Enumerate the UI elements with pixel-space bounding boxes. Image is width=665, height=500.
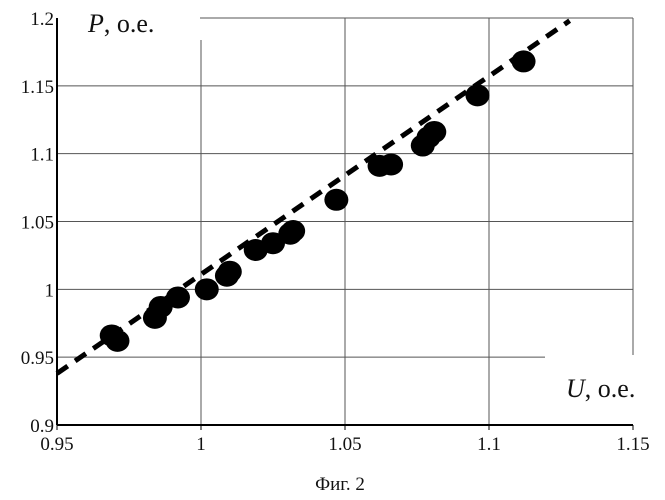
y-tick-label: 1.05	[21, 213, 54, 234]
data-point	[105, 330, 129, 352]
y-tick-label: 1.2	[30, 9, 54, 30]
data-point	[166, 286, 190, 308]
fit-line-layer	[57, 21, 570, 374]
tick-labels: 0.9511.051.11.150.90.9511.051.11.151.2	[21, 9, 650, 455]
x-tick-label: 0.95	[40, 434, 73, 455]
y-tick-label: 1.15	[21, 77, 54, 98]
data-point	[281, 220, 305, 242]
x-tick-label: 1.1	[477, 434, 501, 455]
fit-line	[57, 21, 570, 374]
y-tick-label: 1.1	[30, 145, 54, 166]
data-points	[100, 50, 536, 351]
grid	[57, 18, 633, 425]
x-tick-label: 1.15	[616, 434, 649, 455]
data-point	[324, 189, 348, 211]
x-tick-label: 1.05	[328, 434, 361, 455]
data-point	[512, 50, 536, 72]
y-axis-label: P, о.е.	[87, 9, 154, 38]
y-tick-label: 1	[45, 280, 55, 301]
x-axis-label: U, о.е.	[566, 374, 635, 403]
data-point	[195, 278, 219, 300]
y-axis-unit: , о.е.	[104, 9, 155, 38]
y-axis-variable: P	[87, 9, 104, 38]
x-tick-label: 1	[196, 434, 206, 455]
x-axis-unit: , о.е.	[585, 374, 636, 403]
data-point	[422, 121, 446, 143]
y-tick-label: 0.9	[30, 416, 54, 437]
y-tick-label: 0.95	[21, 348, 54, 369]
data-point	[465, 84, 489, 106]
data-point	[218, 261, 242, 283]
data-point	[379, 154, 403, 176]
figure-caption: Фиг. 2	[315, 474, 365, 495]
